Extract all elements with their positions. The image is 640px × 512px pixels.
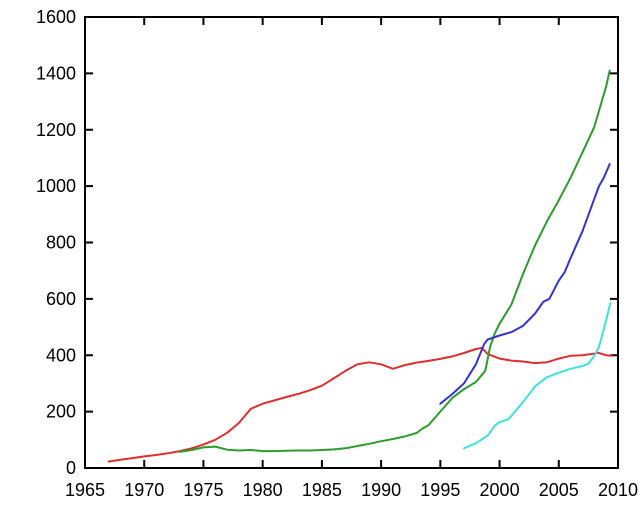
y-tick-label: 0: [66, 458, 76, 478]
x-tick-label: 1995: [420, 480, 460, 500]
blue-series: [439, 163, 611, 405]
y-tick-label: 400: [46, 345, 76, 365]
x-tick-label: 1990: [361, 480, 401, 500]
x-tick-label: 1985: [302, 480, 342, 500]
plot-border: [84, 16, 619, 469]
x-tick-label: 1965: [65, 480, 105, 500]
cyan-series: [463, 302, 612, 450]
x-tick-label: 2000: [480, 480, 520, 500]
x-axis: 1965 1970 1975 1980 1985 1990 1995 2000 2005 2010: [65, 17, 638, 500]
y-tick-label: 600: [46, 289, 76, 309]
x-tick-label: 1980: [243, 480, 283, 500]
x-tick-label: 2005: [539, 480, 579, 500]
green-series: [178, 69, 611, 453]
y-tick-label: 1000: [36, 176, 76, 196]
x-tick-label: 1975: [183, 480, 223, 500]
red-series: [107, 346, 614, 463]
y-tick-label: 1600: [36, 7, 76, 27]
y-tick-label: 200: [46, 402, 76, 422]
x-tick-label: 1970: [124, 480, 164, 500]
y-tick-label: 800: [46, 233, 76, 253]
y-tick-label: 1400: [36, 63, 76, 83]
y-axis: 0 200 400 600 800 1000 1200 1400 1600: [36, 7, 618, 478]
x-tick-label: 2010: [598, 480, 638, 500]
y-tick-label: 1200: [36, 120, 76, 140]
